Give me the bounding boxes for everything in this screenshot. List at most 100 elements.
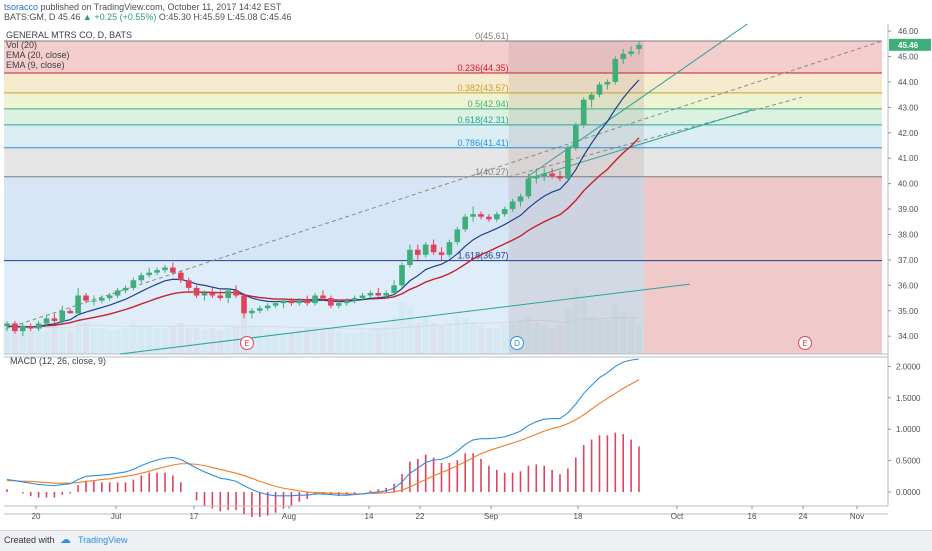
- chart-svg[interactable]: 0(45.61) 0.236(44.35) 0.382(43.57) 0.5(42.9…: [0, 24, 932, 530]
- created-with-text: Created with: [4, 535, 55, 545]
- candle-body: [114, 290, 121, 296]
- price-tick-label: 42.00: [898, 129, 919, 138]
- candle-body: [43, 318, 50, 324]
- macd-axis[interactable]: 0.0000 0.5000 1.0000 1.5000 2.0000: [888, 362, 921, 497]
- candle-body: [99, 298, 105, 301]
- up-arrow-icon: ▲: [82, 12, 92, 22]
- candle-body: [75, 295, 81, 314]
- candle-body: [217, 295, 224, 299]
- chart-legend: GENERAL MTRS CO, D, BATS Vol (20) EMA (2…: [6, 30, 132, 366]
- candle-body: [20, 326, 26, 332]
- candle-body: [178, 272, 184, 281]
- candle-body: [620, 53, 626, 60]
- candle-body: [399, 265, 405, 286]
- fib-band-1: [4, 73, 882, 93]
- candle-body: [541, 173, 547, 177]
- publication-line: tsoracco published on TradingView.com, O…: [4, 2, 281, 12]
- fib-level-label-2: 0.382(43.57): [458, 83, 509, 93]
- candle-body: [162, 267, 168, 271]
- time-tick-label: Aug: [282, 512, 296, 521]
- price-tick-label: 36.00: [898, 281, 919, 290]
- legend-ema20: EMA (20, close): [6, 50, 70, 60]
- candle-body: [415, 249, 421, 255]
- candle-body: [367, 292, 374, 296]
- fib-projection-zone: [644, 176, 882, 354]
- macd-pane: [4, 356, 888, 517]
- candle-body: [12, 323, 18, 332]
- candle-body: [407, 249, 413, 266]
- fibonacci-retracement[interactable]: 0(45.61) 0.236(44.35) 0.382(43.57) 0.5(42.9…: [4, 31, 883, 354]
- candle-body: [533, 176, 540, 179]
- time-tick-label: 14: [365, 512, 374, 521]
- symbol-text: BATS:GM, D: [4, 12, 56, 22]
- candle-body: [430, 244, 437, 253]
- candle-body: [209, 292, 216, 296]
- macd-tick-label: 2.0000: [896, 362, 921, 371]
- macd-line: [6, 358, 640, 497]
- price-tick-label: 44.00: [898, 78, 919, 87]
- candle-body: [225, 290, 231, 299]
- tradingview-brand[interactable]: TradingView: [78, 535, 128, 545]
- fib-level-label-0: 0(45.61): [475, 31, 509, 41]
- price-axis[interactable]: 34.00 35.00 36.00 37.00 38.00 39.00 40.00 41.00…: [888, 24, 932, 354]
- price-tick-label: 46.00: [898, 27, 919, 36]
- price-tick-label: 34.00: [898, 332, 919, 341]
- candle-body: [130, 280, 137, 288]
- channel-upper-trendline: [528, 24, 749, 177]
- legend-vol: Vol (20): [6, 40, 37, 50]
- candle-body: [249, 310, 255, 314]
- time-tick-label: Oct: [671, 512, 684, 521]
- fib-selected-range: [508, 41, 644, 354]
- candle-body: [604, 81, 611, 85]
- price-tick-label: 40.00: [898, 180, 919, 189]
- tradingview-logo-icon: ☁: [60, 534, 71, 546]
- candle-body: [27, 326, 34, 329]
- candle-body: [343, 300, 350, 304]
- candle-body: [264, 305, 271, 309]
- candle-body: [549, 173, 555, 177]
- candle-body: [201, 292, 208, 296]
- candle-body: [51, 318, 58, 321]
- time-tick-label: Jul: [111, 512, 121, 521]
- candle-body: [509, 201, 516, 210]
- candle-body: [422, 244, 429, 255]
- candle-body: [146, 272, 152, 276]
- candle-body: [565, 148, 571, 179]
- candle-body: [494, 214, 500, 220]
- candle-body: [525, 178, 532, 197]
- candle-body: [233, 290, 239, 296]
- time-tick-label: 17: [190, 512, 199, 521]
- price-axis-background: [889, 24, 932, 354]
- candle-body: [628, 51, 634, 54]
- price-tick-label: 38.00: [898, 230, 919, 239]
- event-marker-label: D: [514, 339, 520, 348]
- change-text: +0.25 (+0.55%): [94, 12, 157, 22]
- footer-bar: Created with ☁ TradingView: [0, 530, 932, 551]
- candle-body: [296, 300, 303, 304]
- fib-level-label-5: 0.786(41.41): [458, 138, 509, 148]
- fib-level-label-6: 1(40.27): [475, 167, 509, 177]
- candle-body: [59, 310, 66, 321]
- candle-body: [154, 270, 160, 273]
- candle-body: [241, 295, 247, 314]
- candle-body: [612, 59, 619, 82]
- candle-body: [257, 308, 263, 311]
- candle-body: [391, 285, 397, 293]
- fib-level-label-4: 0.618(42.31): [458, 115, 509, 125]
- candle-body: [596, 84, 603, 95]
- last-price-tag-label: 45.46: [898, 41, 919, 50]
- author-link[interactable]: tsoracco: [4, 2, 39, 12]
- time-axis[interactable]: 20 Jul 17 Aug 14 22 Sep 18 Oct 16 24 Nov: [4, 505, 888, 521]
- candle-body: [91, 300, 97, 302]
- time-tick-label: Sep: [484, 512, 499, 521]
- event-marker-circle: [510, 336, 524, 350]
- fib-trend-dashed-2: [508, 96, 803, 178]
- price-tick-label: 45.00: [898, 53, 919, 62]
- candle-body: [35, 323, 42, 329]
- candle-body: [580, 99, 587, 126]
- price-tick-label: 41.00: [898, 154, 919, 163]
- candle-body: [573, 125, 579, 149]
- price-tick-label: 43.00: [898, 103, 919, 112]
